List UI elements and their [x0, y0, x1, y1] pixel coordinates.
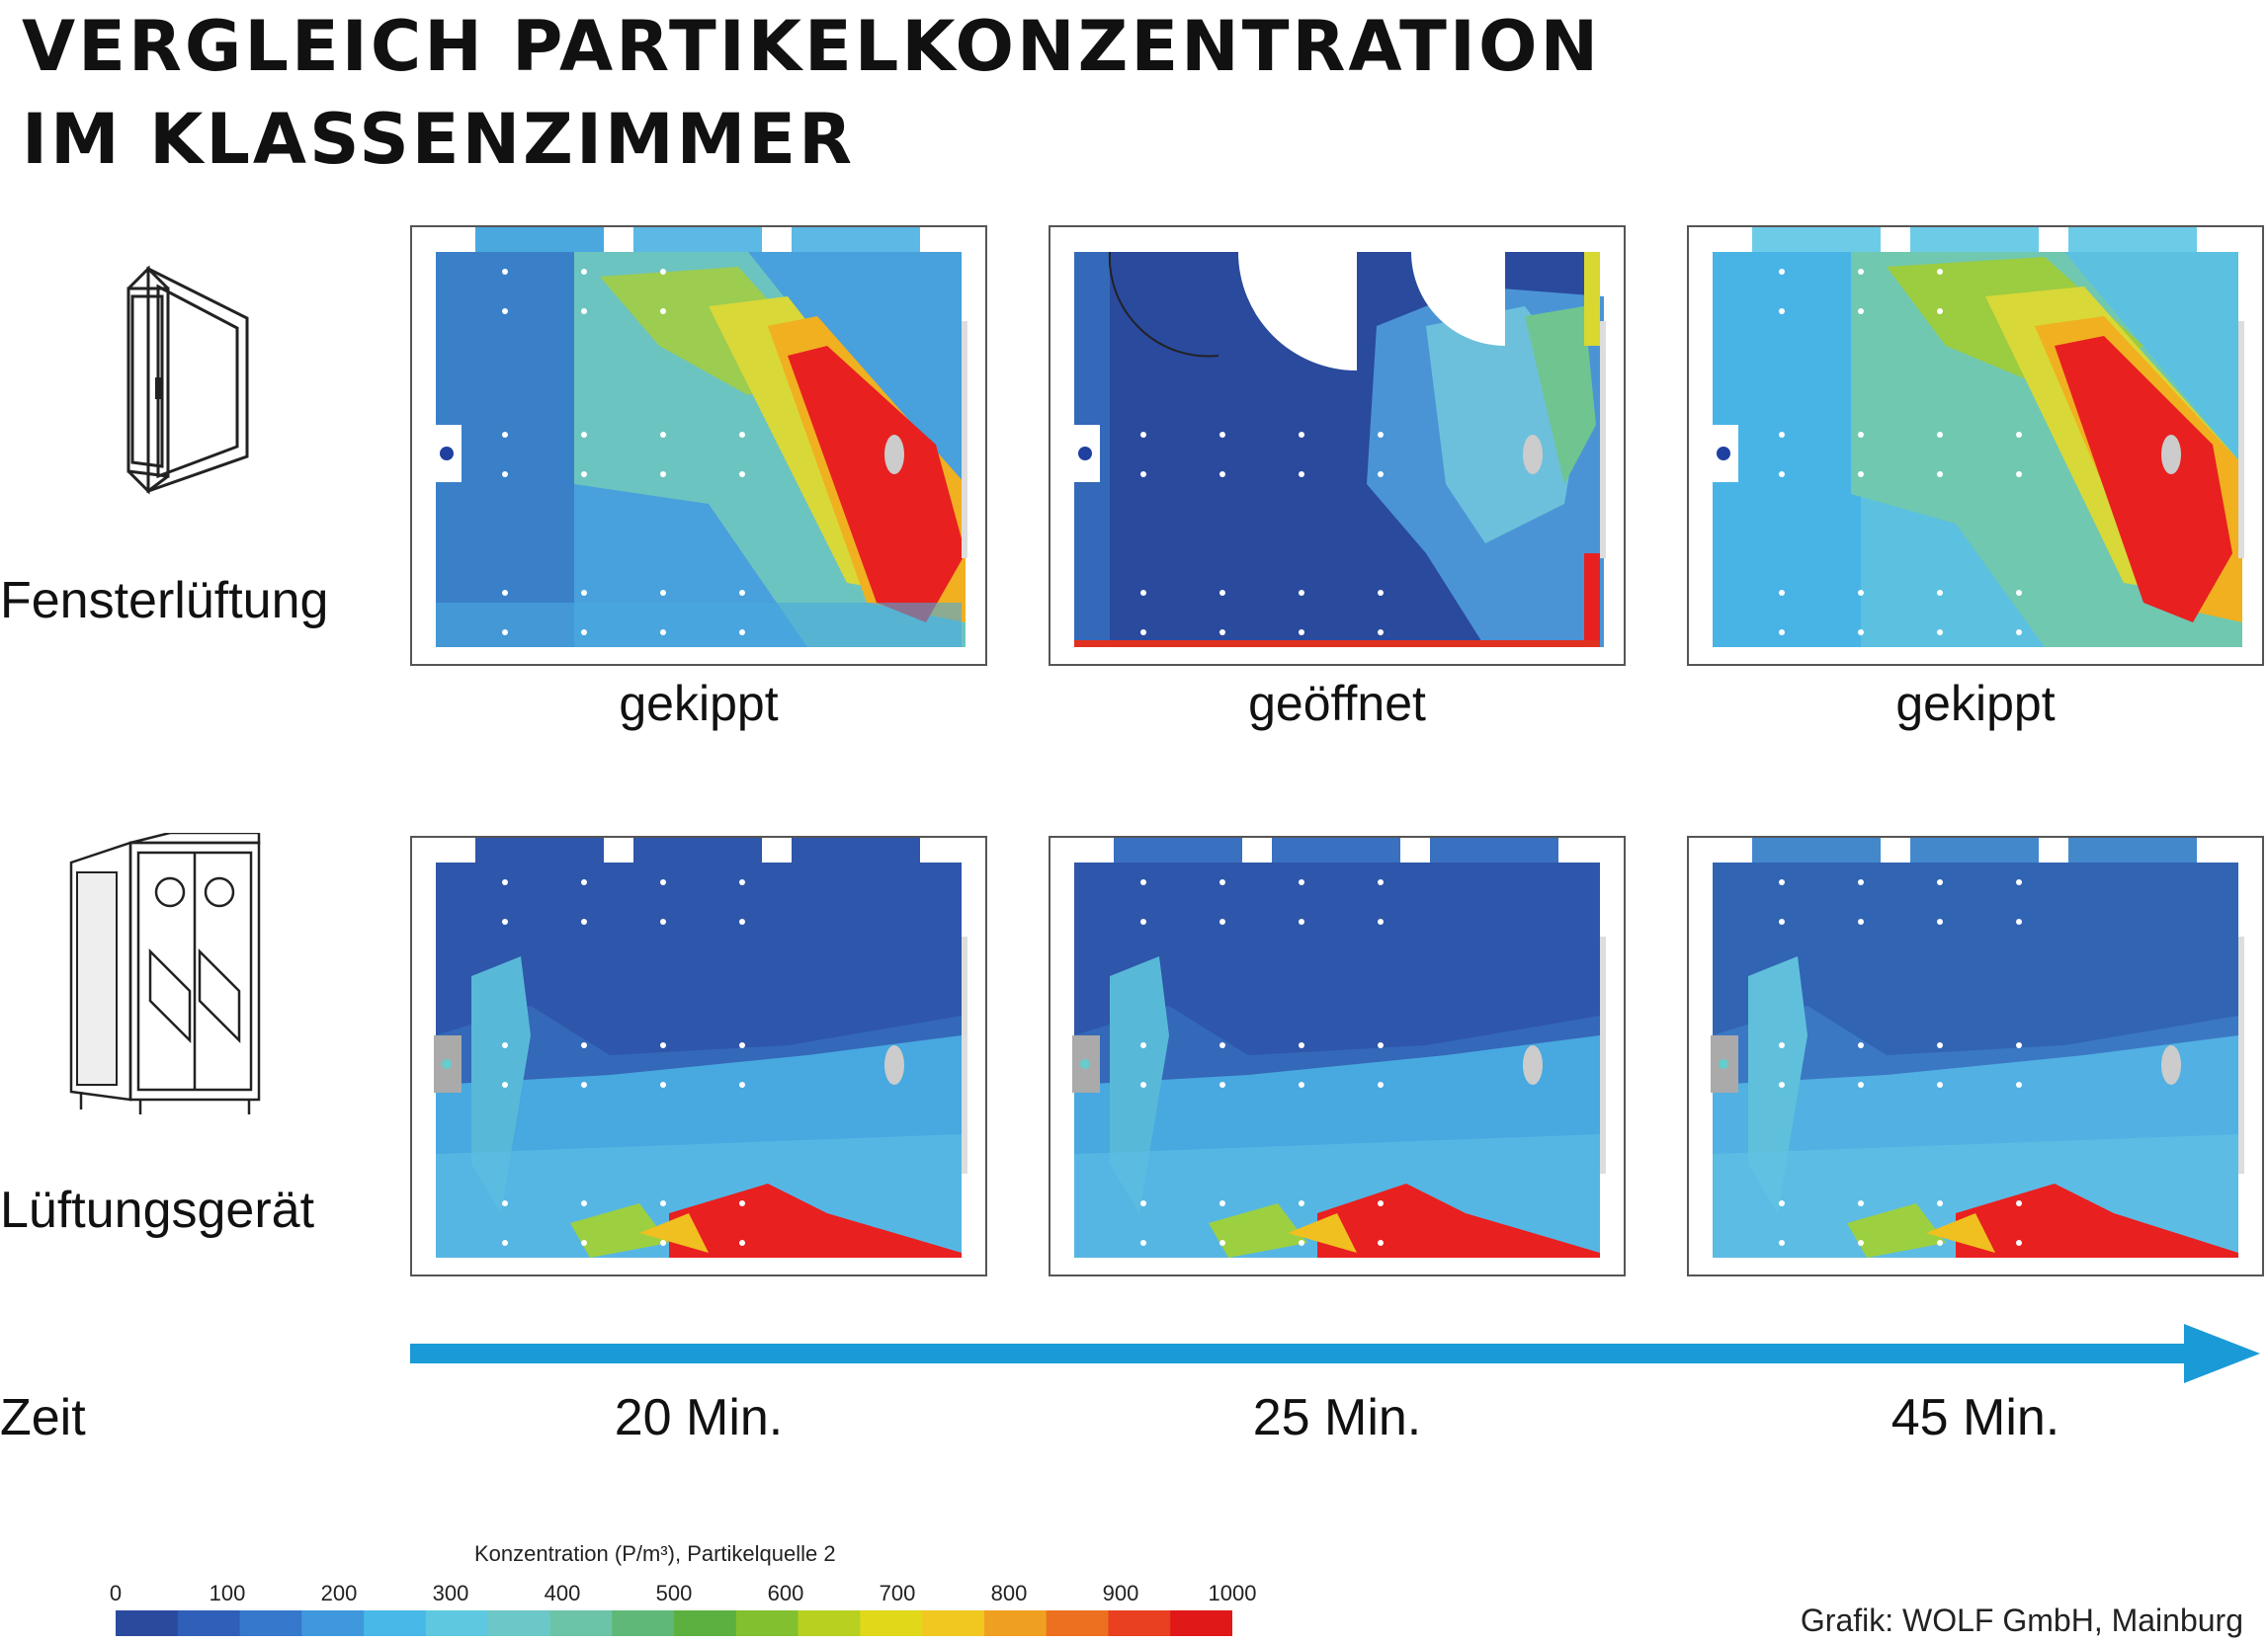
legend-tick-label: 900	[1102, 1581, 1139, 1605]
legend-tick-label: 600	[767, 1581, 804, 1605]
simulation-window-45min	[1687, 225, 2264, 666]
legend-tick-label: 100	[209, 1581, 246, 1605]
caption-opened: geöffnet	[1248, 676, 1426, 731]
row-label-window-ventilation: Fensterlüftung	[0, 572, 329, 629]
legend-color-swatch	[1108, 1610, 1171, 1636]
simulation-unit-25min	[1049, 836, 1626, 1276]
legend-tick-label: 400	[544, 1581, 581, 1605]
row-label-ventilation-unit: Lüftungsgerät	[0, 1182, 315, 1239]
time-step-1: 20 Min.	[614, 1389, 784, 1446]
legend-tick-label: 200	[320, 1581, 358, 1605]
legend-color-swatch	[860, 1610, 923, 1636]
legend-tick-label: 0	[109, 1581, 123, 1605]
legend-color-swatch	[798, 1610, 861, 1636]
simulation-window-25min	[1049, 225, 1626, 666]
simulation-window-20min	[410, 225, 987, 666]
legend-tick-label: 500	[655, 1581, 693, 1605]
legend-color-swatch	[674, 1610, 737, 1636]
legend-color-swatch	[922, 1610, 985, 1636]
title-line-2: IM KLASSENZIMMER	[22, 99, 856, 180]
legend-color-swatch	[1170, 1610, 1232, 1636]
legend-color-swatch	[612, 1610, 675, 1636]
legend-tick-label: 300	[432, 1581, 469, 1605]
legend-color-swatch	[983, 1610, 1048, 1636]
title-line-1: VERGLEICH PARTIKELKONZENTRATION	[22, 6, 1602, 87]
ventilation-unit-icon	[69, 833, 261, 1114]
legend-color-swatch	[487, 1610, 550, 1636]
caption-tilted-2: gekippt	[1895, 676, 2056, 731]
legend-color-swatch	[1046, 1610, 1109, 1636]
caption-tilted-1: gekippt	[619, 676, 779, 731]
legend-color-swatch	[425, 1610, 489, 1636]
legend-color-bar	[116, 1610, 1232, 1636]
legend-color-swatch	[177, 1610, 241, 1636]
legend-color-swatch	[239, 1610, 302, 1636]
page-title: VERGLEICH PARTIKELKONZENTRATION IM KLASS…	[22, 0, 1601, 186]
legend-color-swatch	[549, 1610, 613, 1636]
legend-color-swatch	[364, 1610, 427, 1636]
legend-color-swatch	[301, 1610, 365, 1636]
legend-tick-label: 700	[879, 1581, 916, 1605]
legend-color-swatch	[116, 1610, 179, 1636]
window-icon	[126, 265, 249, 495]
time-arrow	[410, 1324, 2260, 1383]
simulation-unit-20min	[410, 836, 987, 1276]
time-step-3: 45 Min.	[1890, 1389, 2060, 1446]
legend-title: Konzentration (P/m³), Partikelquelle 2	[474, 1541, 836, 1566]
row-label-time: Zeit	[0, 1389, 86, 1446]
credit-text: Grafik: WOLF GmbH, Mainburg	[1800, 1603, 2243, 1638]
legend-tick-label: 800	[990, 1581, 1028, 1605]
legend-tick-label: 1000	[1208, 1581, 1257, 1605]
legend-color-swatch	[735, 1610, 799, 1636]
time-step-2: 25 Min.	[1252, 1389, 1422, 1446]
simulation-unit-45min	[1687, 836, 2264, 1276]
